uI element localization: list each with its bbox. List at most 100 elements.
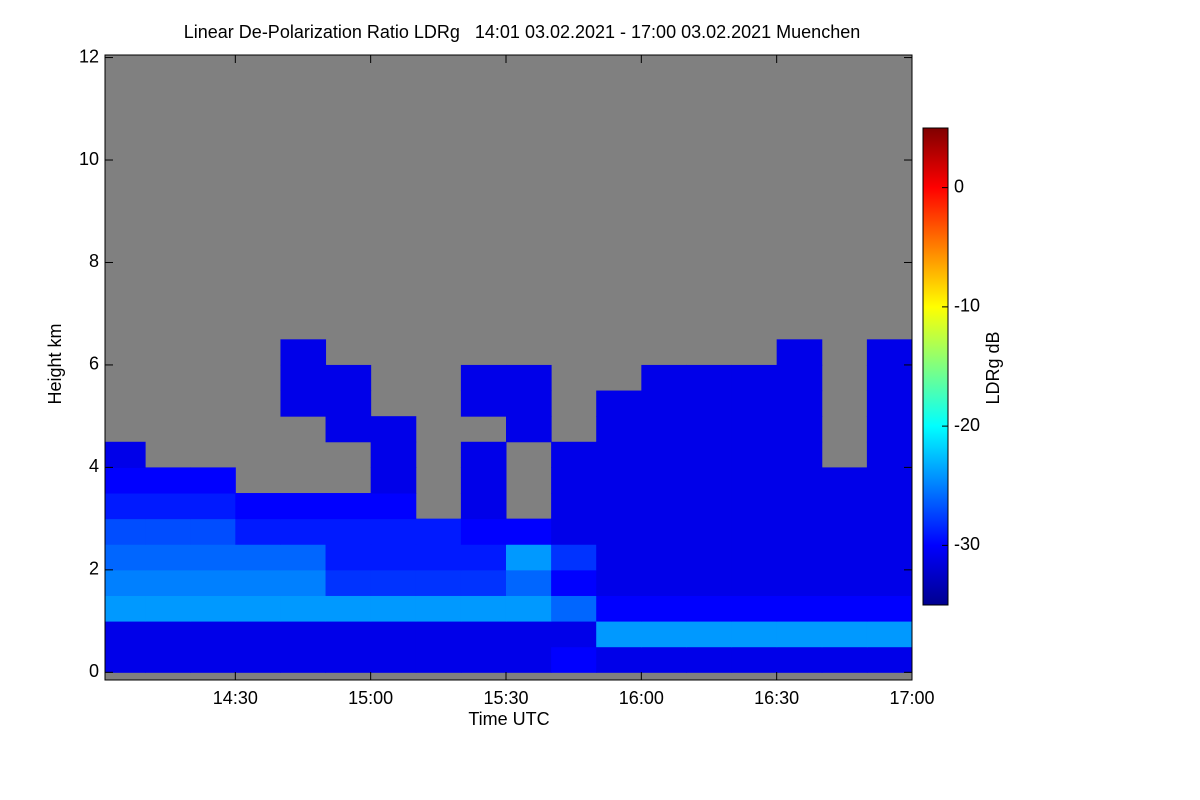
heatmap-cell (505, 646, 552, 673)
heatmap-cell (370, 518, 417, 545)
heatmap-cell (686, 441, 733, 468)
heatmap-cell (731, 441, 778, 468)
y-tick-label: 4 (89, 456, 99, 476)
heatmap-cell (145, 646, 191, 673)
heatmap-cell (731, 646, 778, 673)
heatmap-cell (866, 467, 913, 494)
x-tick-label: 17:00 (889, 688, 934, 708)
heatmap-cell (776, 416, 823, 443)
heatmap-cell (370, 595, 417, 622)
x-tick-label: 15:30 (483, 688, 528, 708)
heatmap-cell (641, 646, 687, 673)
heatmap-cell (551, 467, 597, 494)
heatmap-cell (866, 569, 913, 596)
heatmap-cell (235, 646, 281, 673)
heatmap-cell (505, 569, 552, 596)
heatmap-cell (551, 595, 597, 622)
heatmap-cell (551, 518, 597, 545)
heatmap-cell (370, 646, 417, 673)
heatmap-cell (235, 493, 281, 520)
colorbar-tick-label: -10 (954, 296, 980, 316)
colorbar (922, 127, 949, 606)
heatmap-cell (821, 518, 868, 545)
heatmap-cell (105, 621, 146, 648)
heatmap-cell (190, 467, 236, 494)
heatmap-cell (596, 416, 642, 443)
heatmap-cell (821, 595, 868, 622)
heatmap-cell (866, 390, 913, 417)
heatmap-cell (641, 595, 687, 622)
heatmap-cell (280, 339, 327, 366)
heatmap-cell (731, 544, 778, 571)
heatmap-cell (731, 595, 778, 622)
heatmap-cell (460, 467, 507, 494)
heatmap-cell (325, 569, 372, 596)
heatmap-cell (280, 364, 327, 392)
colorbar-label: LDRg dB (983, 331, 1003, 404)
heatmap-cell (686, 518, 733, 545)
heatmap-cell (686, 544, 733, 571)
heatmap-cell (280, 544, 327, 571)
heatmap-cell (686, 569, 733, 596)
heatmap-cell (731, 493, 778, 520)
heatmap-cell (641, 569, 687, 596)
x-axis-label: Time UTC (468, 709, 549, 729)
heatmap-cell (686, 467, 733, 494)
heatmap-cell (370, 621, 417, 648)
heatmap-cell (641, 493, 687, 520)
heatmap-cell (686, 390, 733, 417)
heatmap-cell (325, 518, 372, 545)
heatmap-cell (460, 595, 507, 622)
heatmap-cell (596, 467, 642, 494)
heatmap-cell (551, 544, 597, 571)
heatmap-cell (866, 544, 913, 571)
heatmap-cell (105, 569, 146, 596)
y-tick-label: 10 (79, 149, 99, 169)
heatmap-cell (105, 493, 146, 520)
heatmap-cell (460, 518, 507, 545)
heatmap-cell (776, 364, 823, 392)
x-tick-label: 16:00 (619, 688, 664, 708)
heatmap-cell (280, 493, 327, 520)
heatmap-cell (641, 621, 687, 648)
heatmap-cell (280, 569, 327, 596)
heatmap-cell (370, 467, 417, 494)
heatmap-cell (460, 569, 507, 596)
heatmap-cell (235, 595, 281, 622)
heatmap-cell (776, 390, 823, 417)
heatmap-cell (190, 493, 236, 520)
heatmap-cell (415, 569, 462, 596)
heatmap-cell (776, 621, 823, 648)
heatmap-cell (821, 621, 868, 648)
heatmap-cell (866, 518, 913, 545)
heatmap-cell (686, 493, 733, 520)
heatmap-cell (105, 595, 146, 622)
heatmap-cell (776, 493, 823, 520)
heatmap-cell (105, 518, 146, 545)
heatmap-cell (280, 646, 327, 673)
heatmap-cell (821, 569, 868, 596)
heatmap-cell (821, 467, 868, 494)
heatmap-cell (686, 621, 733, 648)
heatmap-cell (551, 493, 597, 520)
heatmap-cell (190, 569, 236, 596)
heatmap-cell (235, 518, 281, 545)
heatmap-cell (460, 390, 507, 417)
y-tick-label: 6 (89, 354, 99, 374)
heatmap-cell (325, 621, 372, 648)
heatmap-cell (145, 621, 191, 648)
heatmap-cell (596, 569, 642, 596)
heatmap-cell (821, 493, 868, 520)
heatmap-cell (415, 621, 462, 648)
heatmap-cell (731, 416, 778, 443)
heatmap-cell (145, 493, 191, 520)
heatmap-cell (776, 544, 823, 571)
heatmap-cell (731, 467, 778, 494)
heatmap-cell (325, 544, 372, 571)
heatmap-cell (370, 416, 417, 443)
colorbar-tick-label: -20 (954, 415, 980, 435)
heatmap-cell (686, 595, 733, 622)
heatmap-cell (596, 518, 642, 545)
heatmap-cell (325, 595, 372, 622)
heatmap-cell (190, 518, 236, 545)
